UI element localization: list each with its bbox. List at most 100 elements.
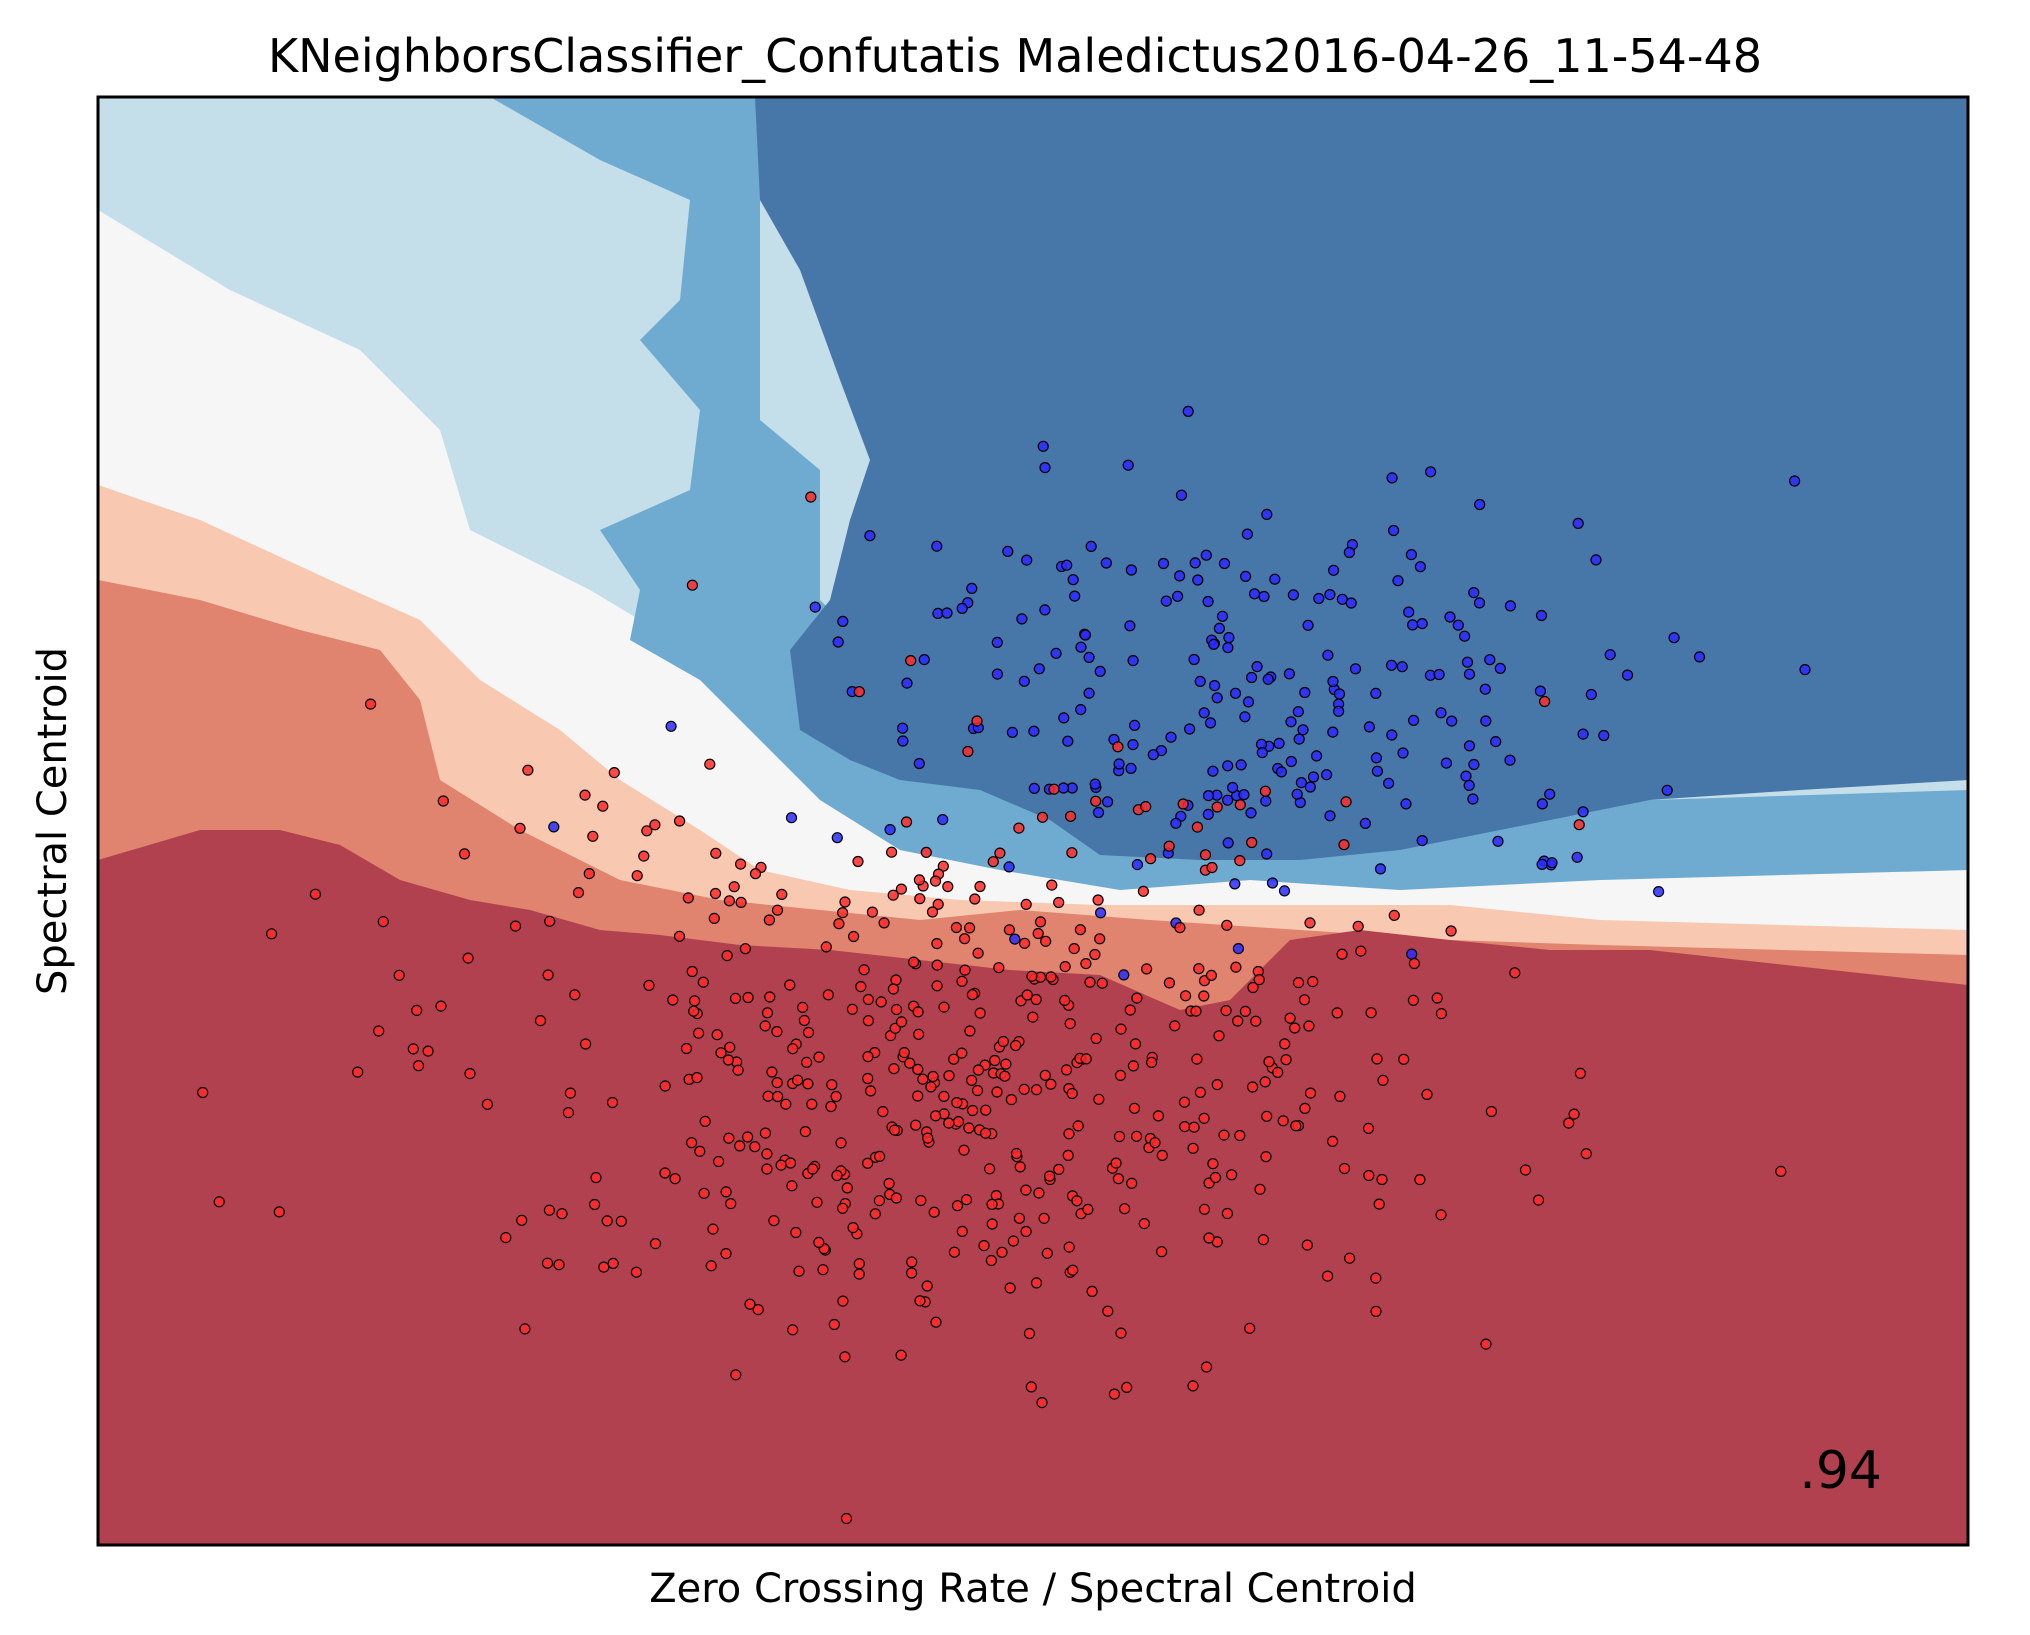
red-point xyxy=(873,1150,886,1163)
red-point xyxy=(877,1105,889,1118)
blue-point xyxy=(1405,548,1418,561)
blue-point xyxy=(1003,861,1015,873)
red-point xyxy=(912,1028,925,1040)
red-point xyxy=(907,956,920,968)
red-point xyxy=(962,745,974,758)
red-point xyxy=(793,1265,805,1277)
red-point xyxy=(1290,1120,1302,1132)
red-point xyxy=(950,921,963,934)
red-point xyxy=(723,895,736,907)
red-point xyxy=(1090,795,1102,807)
blue-point xyxy=(1385,659,1398,671)
red-point xyxy=(759,1020,771,1032)
red-point xyxy=(686,965,698,978)
blue-point xyxy=(1460,770,1472,782)
red-point xyxy=(920,846,932,859)
red-point xyxy=(1138,1217,1150,1230)
blue-point xyxy=(956,602,968,615)
red-point xyxy=(862,1050,874,1063)
blue-point xyxy=(1652,885,1665,898)
red-point xyxy=(649,819,661,831)
red-point xyxy=(825,1100,837,1113)
red-point xyxy=(888,1124,901,1136)
blue-point xyxy=(1299,686,1311,699)
blue-point xyxy=(1324,588,1336,601)
red-point xyxy=(722,1054,735,1066)
red-point xyxy=(974,1007,986,1019)
red-point xyxy=(742,991,754,1004)
red-point xyxy=(914,1295,926,1307)
red-point xyxy=(1007,1235,1020,1247)
red-point xyxy=(709,887,722,900)
red-point xyxy=(598,1261,610,1273)
red-point xyxy=(771,1076,783,1089)
red-point xyxy=(1000,1058,1012,1070)
red-point xyxy=(553,1259,565,1271)
red-point xyxy=(989,1054,1001,1067)
blue-point xyxy=(1463,740,1476,752)
red-point xyxy=(373,1025,385,1037)
blue-point xyxy=(1504,600,1517,612)
red-point xyxy=(1277,1115,1289,1127)
red-point xyxy=(915,1194,927,1207)
red-point xyxy=(873,1194,886,1207)
red-point xyxy=(1177,798,1189,810)
red-point xyxy=(411,1004,423,1017)
red-point xyxy=(836,907,849,919)
blue-point xyxy=(1424,466,1437,478)
red-point xyxy=(749,1141,761,1153)
red-point xyxy=(885,846,898,858)
red-point xyxy=(1188,1121,1200,1133)
red-point xyxy=(1126,1177,1138,1189)
blue-point xyxy=(1283,668,1296,680)
red-point xyxy=(972,1064,985,1076)
red-point xyxy=(929,875,942,887)
red-point xyxy=(686,579,699,591)
red-point xyxy=(643,979,655,992)
blue-point xyxy=(1621,669,1634,681)
red-point xyxy=(826,1079,838,1091)
blue-point xyxy=(1479,683,1491,695)
red-point xyxy=(1063,1128,1075,1140)
blue-point xyxy=(1416,834,1428,847)
red-point xyxy=(972,947,984,959)
blue-point xyxy=(1058,712,1070,724)
red-point xyxy=(1163,840,1175,852)
red-point xyxy=(1234,1129,1246,1142)
red-point xyxy=(771,1090,784,1103)
blue-point xyxy=(1094,907,1107,919)
blue-point xyxy=(1069,590,1081,602)
red-point xyxy=(1200,1361,1213,1373)
red-point xyxy=(862,993,875,1006)
blue-point xyxy=(1403,606,1415,618)
blue-point xyxy=(1278,885,1291,897)
red-point xyxy=(1137,885,1150,897)
red-point xyxy=(1580,1148,1592,1160)
red-point xyxy=(688,995,701,1007)
red-point xyxy=(1205,969,1218,982)
blue-point xyxy=(1175,489,1188,501)
red-point xyxy=(929,1110,942,1122)
red-point xyxy=(735,896,747,909)
blue-point xyxy=(1261,508,1273,521)
red-point xyxy=(1140,963,1153,975)
red-point xyxy=(631,870,643,882)
red-point xyxy=(938,1090,950,1103)
red-point xyxy=(1388,909,1400,922)
blue-point xyxy=(1433,668,1445,681)
blue-point xyxy=(1467,793,1479,805)
red-point xyxy=(721,949,733,962)
red-point xyxy=(966,1104,979,1117)
blue-point xyxy=(1414,561,1427,573)
red-point xyxy=(462,952,474,964)
red-point xyxy=(1043,1170,1056,1182)
blue-point xyxy=(1332,705,1345,717)
blue-point xyxy=(1416,617,1428,630)
red-point xyxy=(588,1198,601,1211)
blue-point xyxy=(1194,675,1206,688)
red-point xyxy=(1234,799,1246,811)
red-point xyxy=(914,893,926,905)
red-point xyxy=(1421,1088,1433,1101)
red-point xyxy=(833,918,845,930)
blue-point xyxy=(1118,969,1130,981)
